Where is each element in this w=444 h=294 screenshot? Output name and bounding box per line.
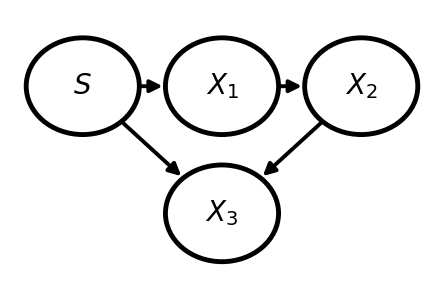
Text: $X_1$: $X_1$ [206, 71, 238, 101]
Ellipse shape [166, 165, 278, 262]
Text: $S$: $S$ [73, 73, 92, 100]
Ellipse shape [166, 38, 278, 135]
Ellipse shape [305, 38, 418, 135]
Ellipse shape [26, 38, 139, 135]
Text: $X_3$: $X_3$ [206, 198, 238, 228]
Text: $X_2$: $X_2$ [345, 71, 377, 101]
